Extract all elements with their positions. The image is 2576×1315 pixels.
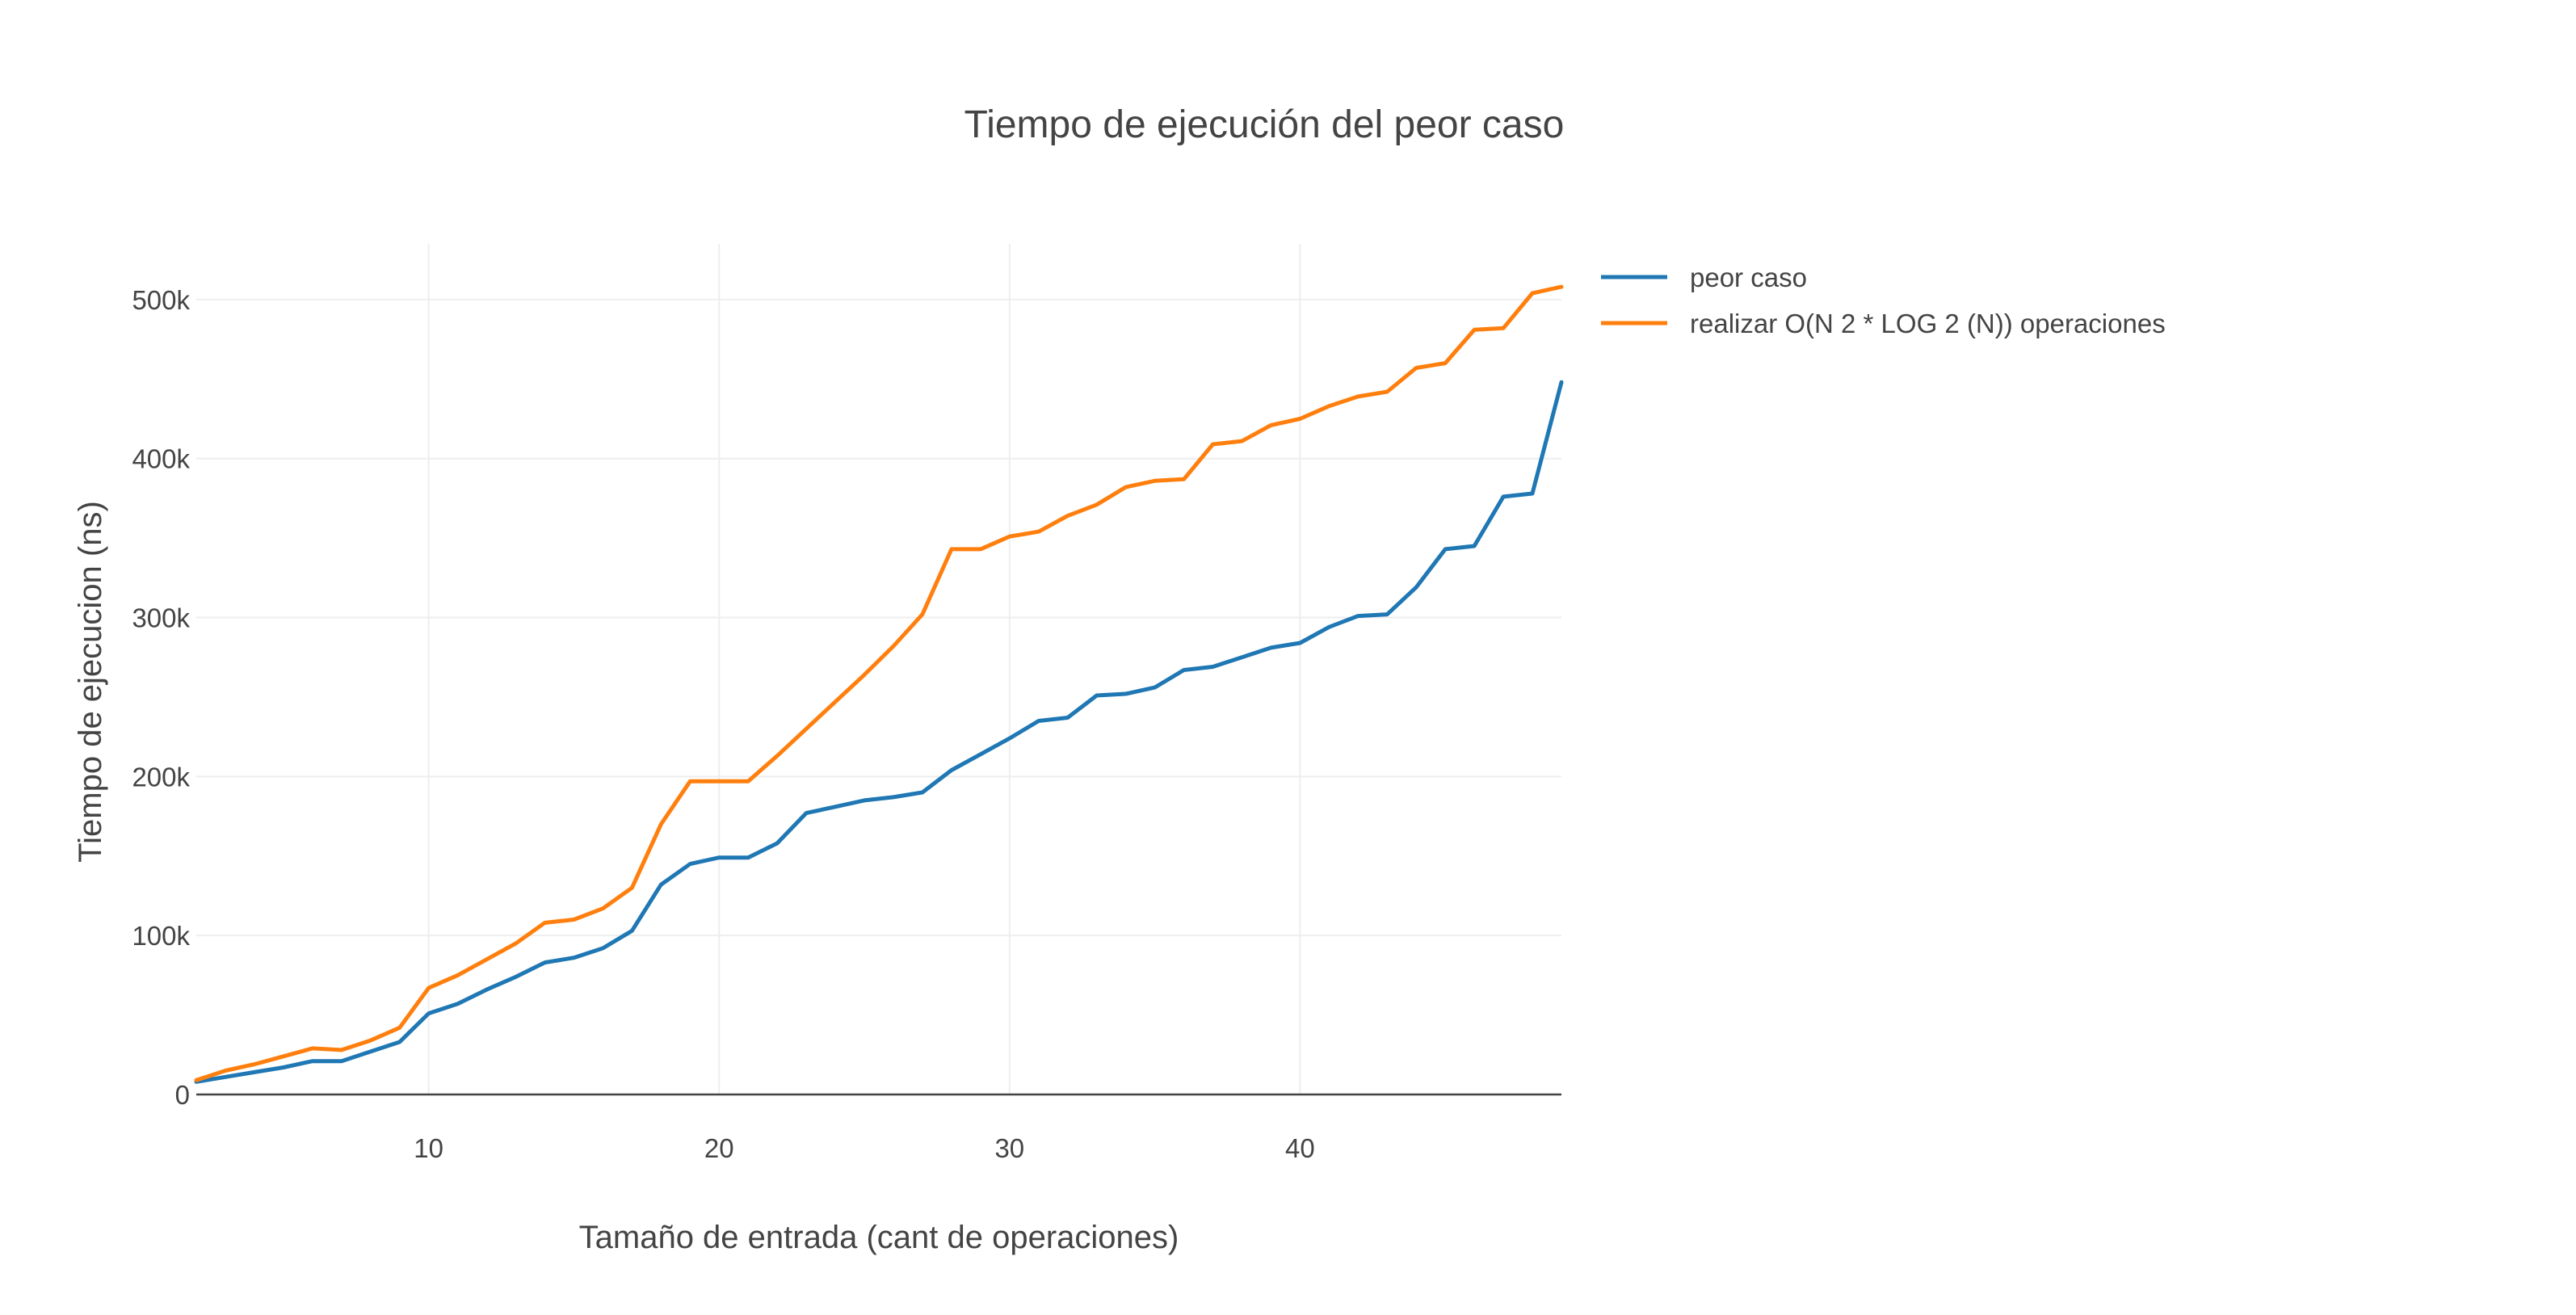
legend-item-1[interactable]: realizar O(N 2 * LOG 2 (N)) operaciones xyxy=(1601,309,2166,338)
x-tick-label: 30 xyxy=(994,1133,1024,1163)
legend[interactable]: peor caso realizar O(N 2 * LOG 2 (N)) ope… xyxy=(1601,263,2166,338)
chart-title: Tiempo de ejecución del peor caso xyxy=(964,103,1565,146)
grid-lines xyxy=(196,244,1561,1094)
legend-label: realizar O(N 2 * LOG 2 (N)) operaciones xyxy=(1690,309,2166,338)
y-tick-label: 500k xyxy=(132,285,190,315)
series-line-1 xyxy=(194,284,1564,1082)
x-tick-label: 40 xyxy=(1285,1133,1315,1163)
series-line-0 xyxy=(194,380,1564,1084)
x-axis-title: Tamaño de entrada (cant de operaciones) xyxy=(579,1220,1179,1255)
series-lines xyxy=(194,284,1564,1084)
y-tick-label: 200k xyxy=(132,762,190,792)
legend-label: peor caso xyxy=(1690,263,1807,292)
x-tick-label: 10 xyxy=(414,1133,443,1163)
tick-labels: 10 20 30 40 0 100k 200k 300k 400k 500k xyxy=(132,285,1314,1163)
legend-item-0[interactable]: peor caso xyxy=(1601,263,1807,292)
y-tick-label: 0 xyxy=(175,1080,190,1110)
y-tick-label: 100k xyxy=(132,921,190,951)
y-tick-label: 400k xyxy=(132,444,190,474)
y-axis-title: Tiempo de ejecucion (ns) xyxy=(73,501,108,863)
y-tick-label: 300k xyxy=(132,603,190,633)
x-tick-label: 20 xyxy=(704,1133,734,1163)
